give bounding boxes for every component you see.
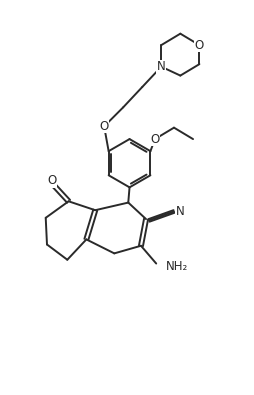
- Text: NH₂: NH₂: [166, 260, 189, 273]
- Text: N: N: [176, 205, 185, 218]
- Text: N: N: [157, 60, 166, 73]
- Text: O: O: [150, 133, 160, 146]
- Text: O: O: [47, 175, 57, 188]
- Text: O: O: [100, 120, 109, 133]
- Text: O: O: [195, 39, 204, 52]
